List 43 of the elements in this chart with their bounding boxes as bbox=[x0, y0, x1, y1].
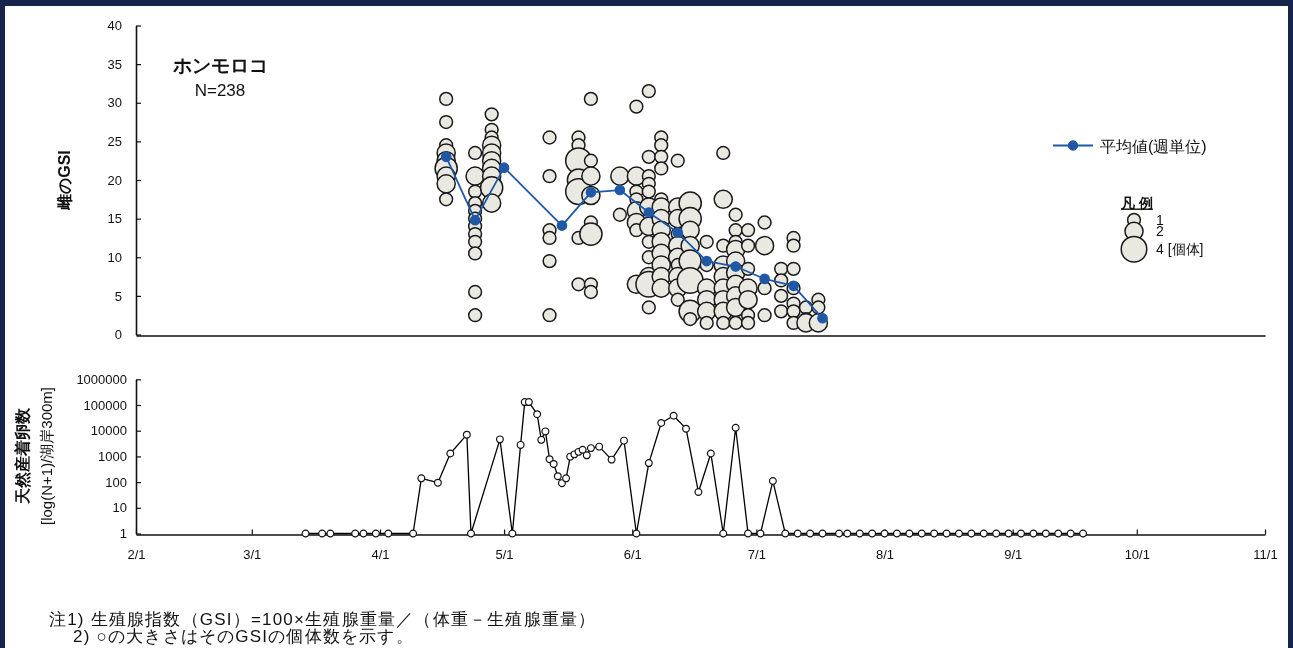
point bbox=[788, 280, 799, 292]
point bbox=[498, 162, 510, 173]
y-tick-label: 15 bbox=[107, 211, 122, 227]
y-tick-label: 100000 bbox=[83, 397, 127, 413]
y-tick-label: 100 bbox=[105, 474, 127, 490]
point bbox=[759, 273, 770, 285]
x-tick-label: 3/1 bbox=[243, 546, 262, 562]
point bbox=[701, 255, 713, 267]
text: ホンモロコ bbox=[171, 55, 268, 76]
x-tick-label: 6/1 bbox=[623, 546, 642, 562]
y-tick-label: 0 bbox=[114, 327, 122, 343]
y-tick-label: 10000 bbox=[90, 423, 127, 439]
x-tick-label: 7/1 bbox=[747, 546, 766, 562]
text: 注1) 生殖腺指数（GSI）=100×生殖腺重量／（体重－生殖腺重量） bbox=[49, 610, 597, 629]
x-tick-label: 8/1 bbox=[875, 546, 895, 562]
x-tick-label: 9/1 bbox=[1004, 546, 1023, 562]
text: N=238 bbox=[194, 81, 246, 100]
x-tick-label: 4/1 bbox=[371, 546, 390, 562]
y-tick-label: 25 bbox=[107, 134, 122, 150]
y-tick-label: 30 bbox=[107, 95, 122, 111]
x-tick-label: 10/1 bbox=[1124, 546, 1150, 562]
y-tick-label: 40 bbox=[107, 18, 122, 34]
point bbox=[614, 184, 626, 196]
legend-label: 平均値(週単位) bbox=[1100, 137, 1207, 154]
y-tick-label: 10 bbox=[107, 249, 122, 265]
y-tick-label: 1000 bbox=[98, 449, 127, 465]
y-tick-label: 1000000 bbox=[76, 371, 127, 387]
point bbox=[556, 220, 568, 231]
x-tick-label: 11/1 bbox=[1253, 546, 1278, 562]
y-tick-label: 20 bbox=[107, 172, 122, 188]
legend-label: 4 [個体] bbox=[1156, 241, 1204, 258]
point bbox=[440, 151, 452, 163]
legend-title: 凡 例 bbox=[1120, 194, 1153, 211]
y-tick-label: 5 bbox=[114, 288, 122, 304]
y-axis-title: 天然産着卵数 [log(N+1)/湖岸300m] bbox=[12, 387, 55, 525]
text: 2) ○の大きさはそのGSIの個体数を示す。 bbox=[73, 627, 414, 646]
y-tick-label: 1 bbox=[119, 526, 127, 542]
y-tick-label: 35 bbox=[107, 56, 122, 72]
x-tick-label: 2/1 bbox=[127, 546, 146, 562]
y-axis-title: 雌のGSI bbox=[55, 150, 73, 211]
x-tick-label: 5/1 bbox=[495, 546, 514, 562]
y-tick-label: 10 bbox=[112, 500, 127, 516]
point bbox=[672, 227, 684, 238]
